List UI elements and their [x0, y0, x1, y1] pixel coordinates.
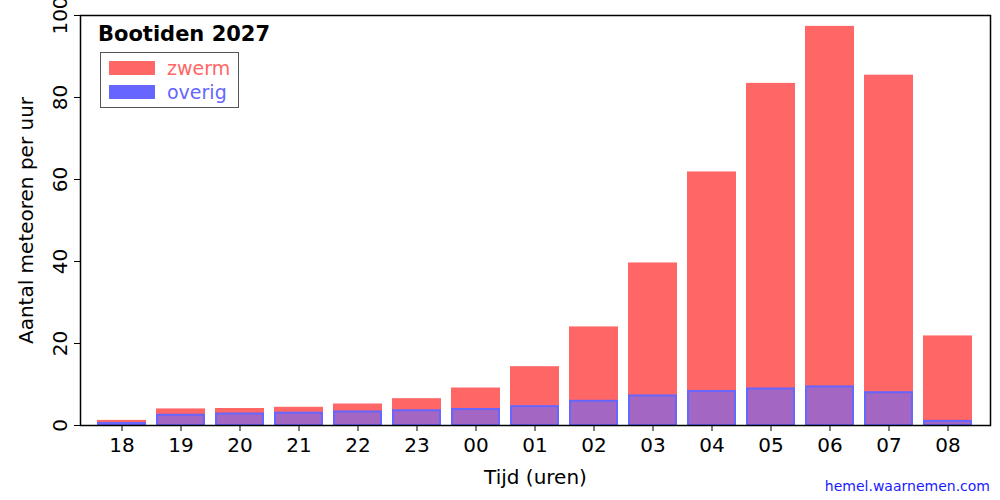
svg-text:01: 01: [522, 433, 547, 457]
svg-text:20: 20: [227, 433, 252, 457]
svg-text:21: 21: [286, 433, 311, 457]
svg-text:02: 02: [581, 433, 606, 457]
svg-text:08: 08: [935, 433, 960, 457]
svg-text:80: 80: [48, 85, 72, 110]
svg-text:06: 06: [817, 433, 842, 457]
svg-text:19: 19: [168, 433, 193, 457]
svg-text:Tijd (uren): Tijd (uren): [483, 465, 587, 489]
svg-text:40: 40: [48, 249, 72, 274]
html-text:overig: overig: [167, 81, 227, 103]
svg-text:60: 60: [48, 167, 72, 192]
svg-text:03: 03: [640, 433, 665, 457]
svg-text:07: 07: [876, 433, 901, 457]
svg-text:22: 22: [345, 433, 370, 457]
svg-text:23: 23: [404, 433, 429, 457]
svg-text:20: 20: [48, 331, 72, 356]
svg-text:05: 05: [758, 433, 783, 457]
html-text:zwerm: zwerm: [167, 57, 231, 79]
html-text:hemel.waarnemen.com: hemel.waarnemen.com: [824, 478, 990, 494]
svg-text:0: 0: [48, 419, 72, 432]
svg-text:18: 18: [109, 433, 134, 457]
svg-text:04: 04: [699, 433, 724, 457]
svg-text:00: 00: [463, 433, 488, 457]
svg-text:Aantal meteoren per uur: Aantal meteoren per uur: [14, 96, 38, 344]
html-text:Bootiden 2027: Bootiden 2027: [98, 22, 271, 46]
svg-text:100: 100: [48, 0, 72, 35]
